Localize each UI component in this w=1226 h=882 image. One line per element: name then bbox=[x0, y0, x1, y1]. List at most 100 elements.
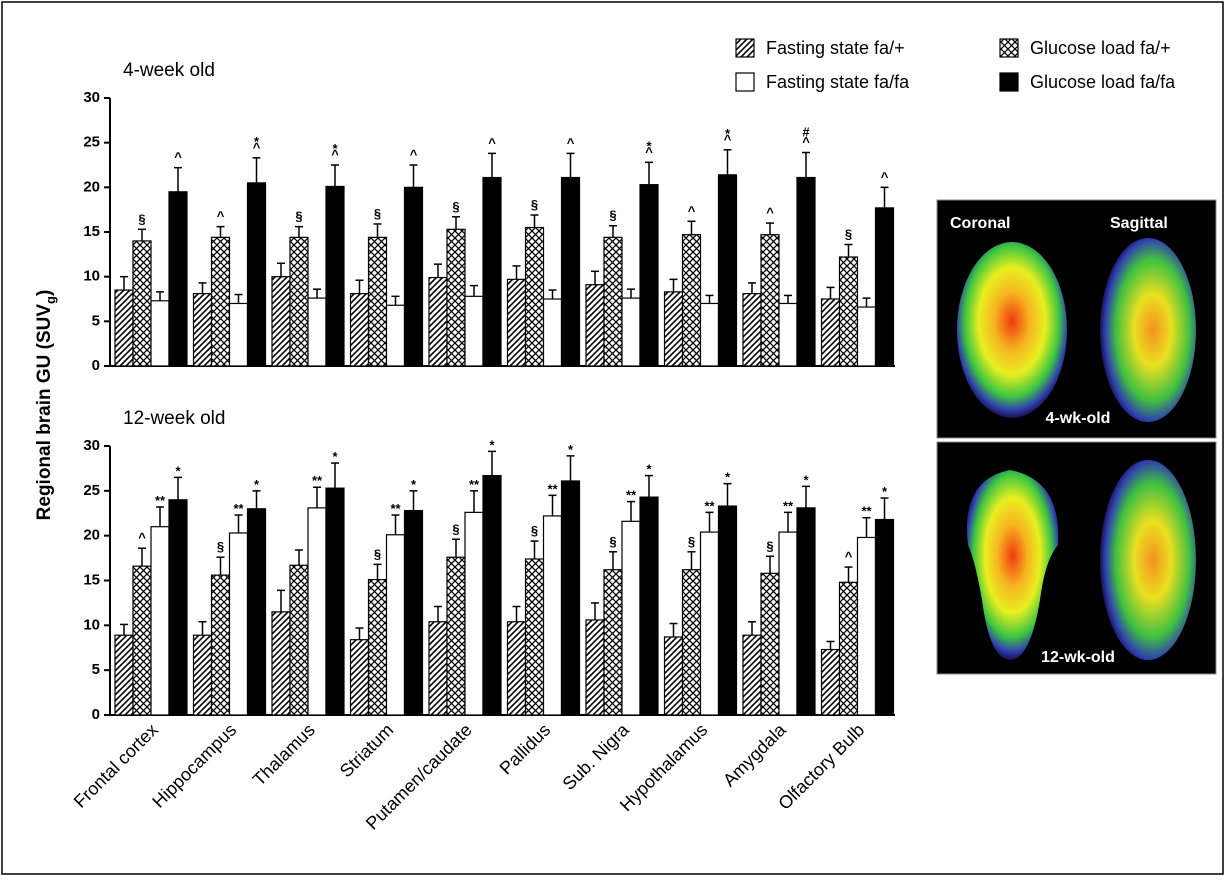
bar bbox=[622, 298, 640, 366]
error-bar bbox=[748, 283, 756, 294]
error-bar bbox=[199, 283, 207, 294]
error-bar bbox=[591, 603, 599, 620]
bar bbox=[526, 559, 544, 715]
bar bbox=[405, 511, 423, 715]
x-tick-label: Pallidus bbox=[496, 720, 555, 779]
bar bbox=[465, 296, 483, 366]
error-bar bbox=[331, 165, 339, 186]
significance-marker: ^ bbox=[331, 147, 339, 162]
error-bar bbox=[748, 622, 756, 635]
bar bbox=[369, 237, 387, 366]
bar bbox=[133, 566, 151, 715]
chart-title: 4-week old bbox=[123, 60, 215, 81]
bar bbox=[797, 178, 815, 366]
significance-marker: ** bbox=[390, 501, 401, 516]
bar bbox=[230, 533, 248, 715]
bar bbox=[272, 277, 290, 366]
bar bbox=[701, 532, 719, 715]
significance-marker: ** bbox=[783, 498, 794, 513]
error-bar bbox=[706, 295, 714, 303]
error-bar bbox=[845, 567, 853, 582]
error-bar bbox=[120, 624, 128, 635]
bar bbox=[604, 570, 622, 715]
error-bar bbox=[766, 556, 774, 573]
significance-marker: ^ bbox=[410, 147, 418, 162]
error-bar bbox=[217, 227, 225, 238]
y-label-sub: g bbox=[43, 296, 58, 304]
error-bar bbox=[802, 152, 810, 177]
significance-marker: § bbox=[295, 209, 302, 224]
error-bar bbox=[827, 641, 835, 649]
bar bbox=[326, 488, 344, 715]
bar bbox=[326, 186, 344, 366]
bar bbox=[876, 520, 894, 715]
error-bar bbox=[331, 463, 339, 488]
bar bbox=[290, 565, 308, 715]
significance-marker: ** bbox=[155, 493, 166, 508]
bar bbox=[447, 229, 465, 366]
y-tick-label: 30 bbox=[83, 437, 100, 454]
error-bar bbox=[138, 229, 146, 241]
sagittal-scan bbox=[1100, 238, 1196, 422]
y-tick-label: 30 bbox=[83, 89, 100, 106]
bar bbox=[858, 537, 876, 715]
significance-marker: § bbox=[452, 199, 459, 214]
significance-marker: * bbox=[725, 470, 731, 485]
significance-marker: § bbox=[531, 197, 538, 212]
bar bbox=[115, 635, 133, 715]
error-bar bbox=[470, 286, 478, 297]
bar bbox=[797, 508, 815, 715]
significance-marker: * bbox=[411, 477, 417, 492]
error-bar bbox=[567, 153, 575, 177]
error-bar bbox=[156, 507, 164, 527]
bar bbox=[779, 532, 797, 715]
bar bbox=[822, 299, 840, 366]
bar bbox=[876, 208, 894, 366]
bar bbox=[683, 235, 701, 366]
bar bbox=[169, 192, 187, 366]
bar bbox=[212, 237, 230, 366]
error-bar bbox=[531, 215, 539, 228]
error-bar bbox=[410, 491, 418, 511]
error-bar bbox=[313, 487, 321, 508]
bar bbox=[665, 637, 683, 715]
y-tick-label: 10 bbox=[83, 268, 100, 285]
error-bar bbox=[549, 495, 557, 516]
significance-marker: § bbox=[531, 523, 538, 538]
error-bar bbox=[138, 548, 146, 566]
bar bbox=[526, 228, 544, 366]
error-bar bbox=[120, 277, 128, 290]
sagittal-scan bbox=[1100, 460, 1196, 660]
significance-marker: * bbox=[175, 463, 181, 478]
bar bbox=[447, 557, 465, 715]
significance-marker: § bbox=[609, 534, 616, 549]
error-bar bbox=[392, 296, 400, 305]
error-bar bbox=[488, 153, 496, 177]
bar bbox=[858, 307, 876, 366]
significance-marker: § bbox=[138, 211, 145, 226]
bar bbox=[387, 535, 405, 715]
bar bbox=[586, 285, 604, 366]
x-tick-label: Thalamus bbox=[249, 720, 319, 790]
error-bar bbox=[784, 512, 792, 532]
significance-marker: ** bbox=[861, 504, 872, 519]
bar bbox=[604, 237, 622, 366]
bar bbox=[508, 622, 526, 715]
significance-marker: § bbox=[217, 539, 224, 554]
significance-marker: * bbox=[332, 449, 338, 464]
significance-marker: ^ bbox=[645, 144, 653, 159]
bar bbox=[248, 509, 266, 715]
x-tick-label: Striatum bbox=[336, 720, 398, 782]
significance-marker: ^ bbox=[881, 169, 889, 184]
legend-swatch bbox=[736, 39, 754, 57]
bar bbox=[701, 303, 719, 366]
y-label-end: ) bbox=[34, 290, 55, 296]
error-bar bbox=[724, 150, 732, 175]
error-bar bbox=[470, 491, 478, 513]
error-bar bbox=[567, 456, 575, 481]
significance-marker: * bbox=[568, 442, 574, 457]
image-panel: Coronal Sagittal 4-wk-old 12-wk-old bbox=[937, 200, 1216, 674]
bar bbox=[622, 521, 640, 715]
bar bbox=[562, 178, 580, 366]
legend-label: Glucose load fa/+ bbox=[1030, 38, 1171, 58]
